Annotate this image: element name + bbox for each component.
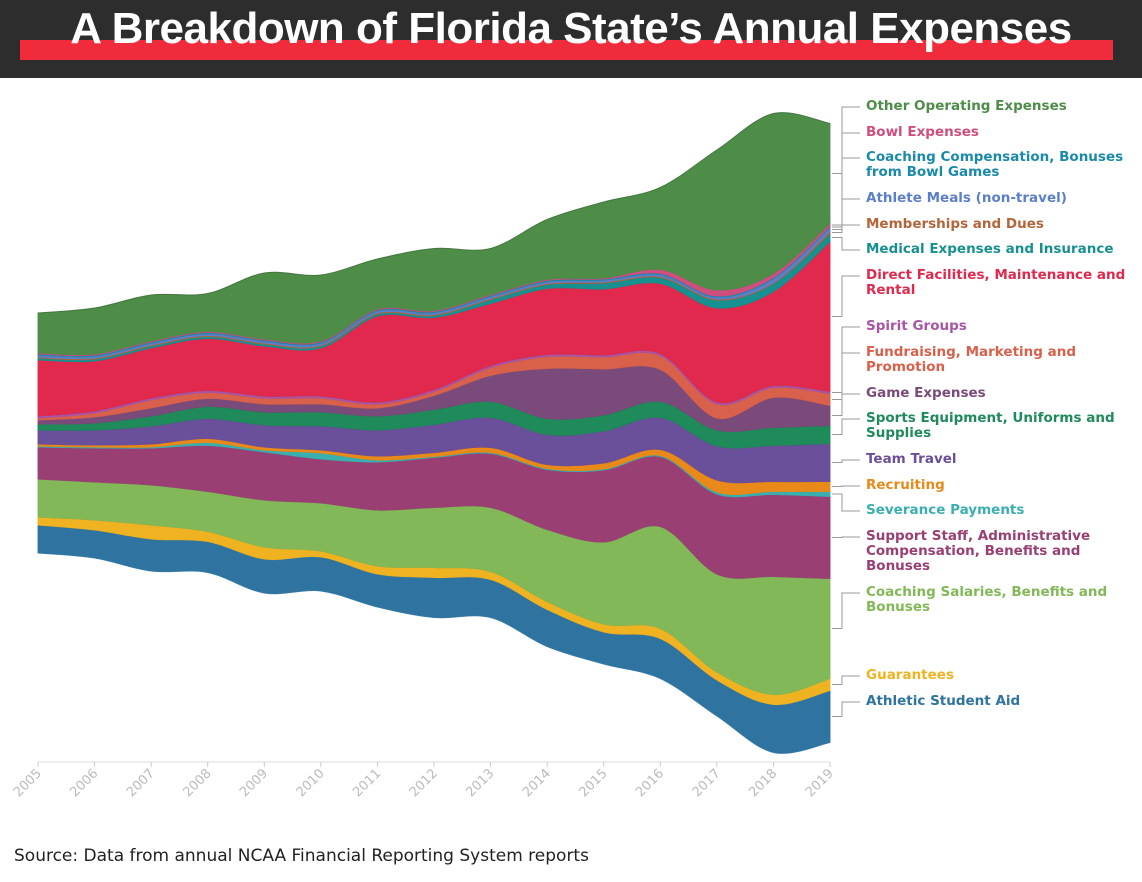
- series-label: Bowl Expenses: [866, 124, 979, 140]
- leader-line: [832, 675, 860, 685]
- series-label: Medical Expenses and Insurance: [866, 241, 1114, 257]
- x-tick-label: 2010: [294, 766, 328, 800]
- series-label: Fundraising, Marketing and Promotion: [866, 344, 1077, 375]
- x-tick-label: 2007: [124, 766, 158, 800]
- x-tick-label: 2012: [407, 766, 441, 800]
- x-tick-label: 2009: [237, 766, 271, 800]
- leader-line: [832, 459, 860, 463]
- series-label: Guarantees: [866, 667, 954, 683]
- series-label: Memberships and Dues: [866, 216, 1044, 232]
- x-tick-label: 2013: [463, 766, 497, 800]
- x-tick-label: 2006: [67, 766, 101, 800]
- stream-area: [37, 112, 831, 356]
- x-tick-label: 2017: [690, 766, 724, 800]
- x-tick-label: 2018: [746, 766, 780, 800]
- series-label: Coaching Salaries, Benefits and Bonuses: [866, 584, 1108, 615]
- leader-line: [832, 157, 860, 228]
- series-label: Athletic Student Aid: [866, 693, 1021, 709]
- series-label: Other Operating Expenses: [866, 98, 1067, 114]
- series-label: Team Travel: [866, 451, 957, 467]
- series-label: Recruiting: [866, 477, 945, 493]
- leader-line: [832, 132, 860, 226]
- title-highlight: [20, 40, 1113, 60]
- x-tick-label: 2005: [11, 766, 45, 800]
- leader-line: [832, 224, 860, 233]
- chart-title: A Breakdown of Florida State’s Annual Ex…: [70, 4, 1072, 53]
- series-label: Support Staff, Administrative Compensati…: [866, 528, 1091, 574]
- leader-line: [832, 418, 860, 435]
- source-note: Source: Data from annual NCAA Financial …: [14, 846, 589, 866]
- leader-line: [832, 326, 860, 393]
- x-tick-label: 2011: [350, 766, 384, 800]
- leader-line: [832, 701, 860, 717]
- x-tick-label: 2008: [181, 766, 215, 800]
- leader-line: [832, 237, 860, 251]
- x-tick-label: 2016: [633, 766, 667, 800]
- leader-line: [832, 592, 860, 629]
- x-tick-label: 2015: [577, 766, 611, 800]
- series-label: Severance Payments: [866, 502, 1025, 518]
- series-label: Game Expenses: [866, 385, 986, 401]
- leader-line: [832, 393, 860, 416]
- leader-line: [832, 106, 860, 174]
- leader-line: [832, 536, 860, 538]
- leader-line: [832, 485, 860, 487]
- x-tick-label: 2019: [803, 766, 837, 800]
- series-label: Spirit Groups: [866, 318, 967, 334]
- leader-line: [832, 493, 860, 512]
- series-label: Sports Equipment, Uniforms and Supplies: [866, 410, 1115, 441]
- leader-line: [832, 275, 860, 317]
- series-label: Direct Facilities, Maintenance and Renta…: [866, 267, 1126, 298]
- stream-edge: [37, 112, 831, 314]
- header: A Breakdown of Florida State’s Annual Ex…: [0, 0, 1142, 78]
- x-tick-label: 2014: [520, 766, 554, 800]
- series-label: Athlete Meals (non-travel): [866, 190, 1067, 206]
- series-label: Coaching Compensation, Bonuses from Bowl…: [866, 149, 1124, 180]
